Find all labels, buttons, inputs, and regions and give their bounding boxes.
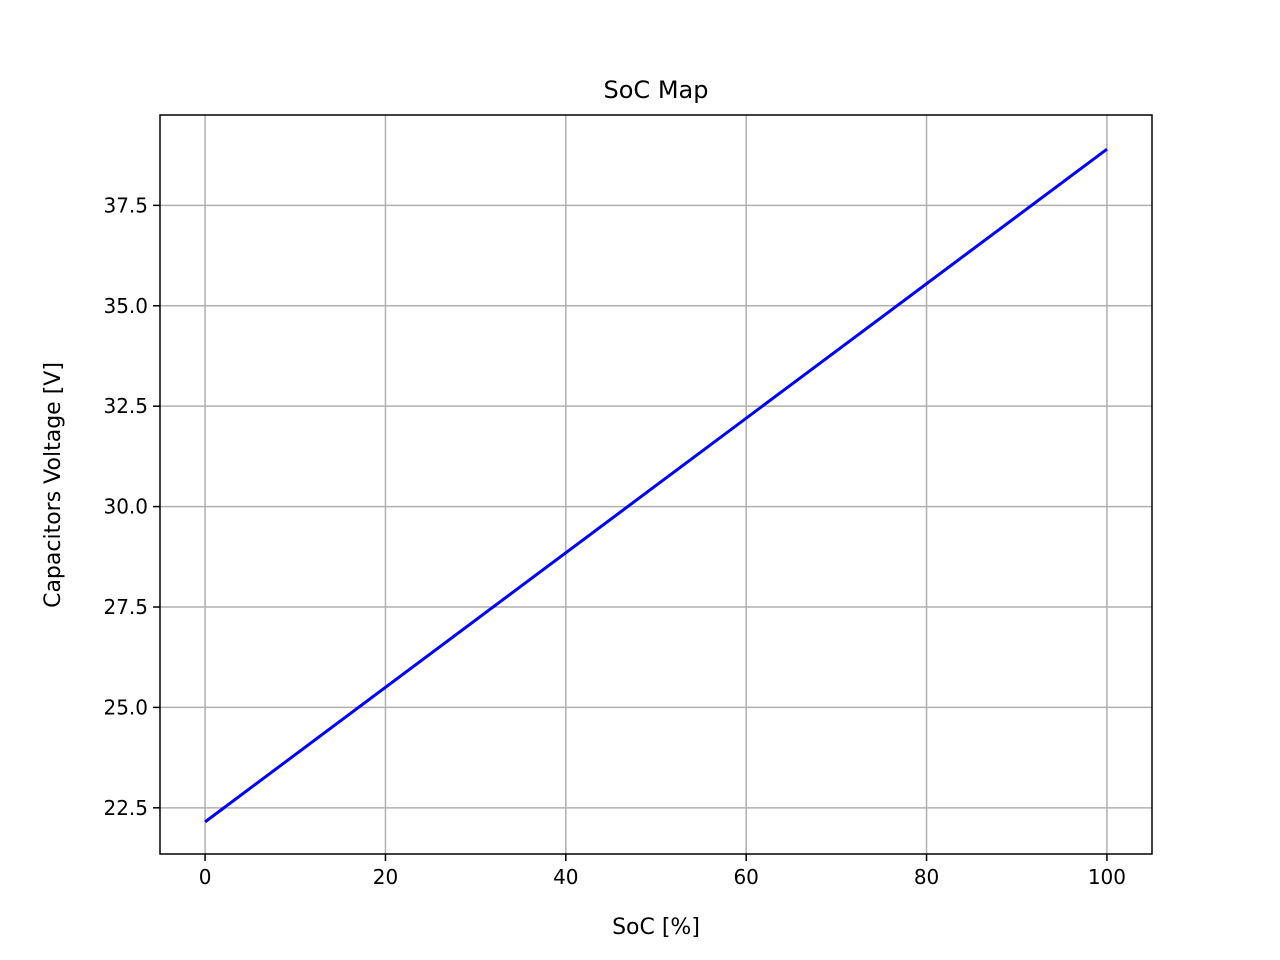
x-tick-label: 100 bbox=[1088, 865, 1126, 889]
y-tick-label: 25.0 bbox=[103, 695, 148, 719]
chart-title: SoC Map bbox=[604, 76, 709, 104]
series-line bbox=[204, 147, 1108, 824]
x-tick-label: 20 bbox=[373, 865, 398, 889]
y-tick-label: 37.5 bbox=[103, 193, 148, 217]
x-tick-label: 80 bbox=[914, 865, 939, 889]
x-tick-label: 40 bbox=[553, 865, 578, 889]
x-axis: 0 20 40 60 80 100 bbox=[199, 854, 1126, 889]
y-tick-label: 22.5 bbox=[103, 796, 148, 820]
y-axis-title: Capacitors Voltage [V] bbox=[41, 362, 66, 608]
gridlines bbox=[160, 115, 1152, 854]
x-tick-label: 0 bbox=[199, 865, 212, 889]
y-tick-label: 30.0 bbox=[103, 495, 148, 519]
x-tick-label: 60 bbox=[733, 865, 758, 889]
y-tick-label: 32.5 bbox=[103, 394, 148, 418]
y-axis: 22.5 25.0 27.5 30.0 32.5 35.0 37.5 bbox=[103, 193, 160, 820]
x-axis-title: SoC [%] bbox=[612, 915, 700, 940]
y-tick-label: 35.0 bbox=[103, 294, 148, 318]
plot-area-frame bbox=[159, 114, 1153, 855]
y-tick-label: 27.5 bbox=[103, 595, 148, 619]
plot-lines bbox=[204, 147, 1108, 824]
